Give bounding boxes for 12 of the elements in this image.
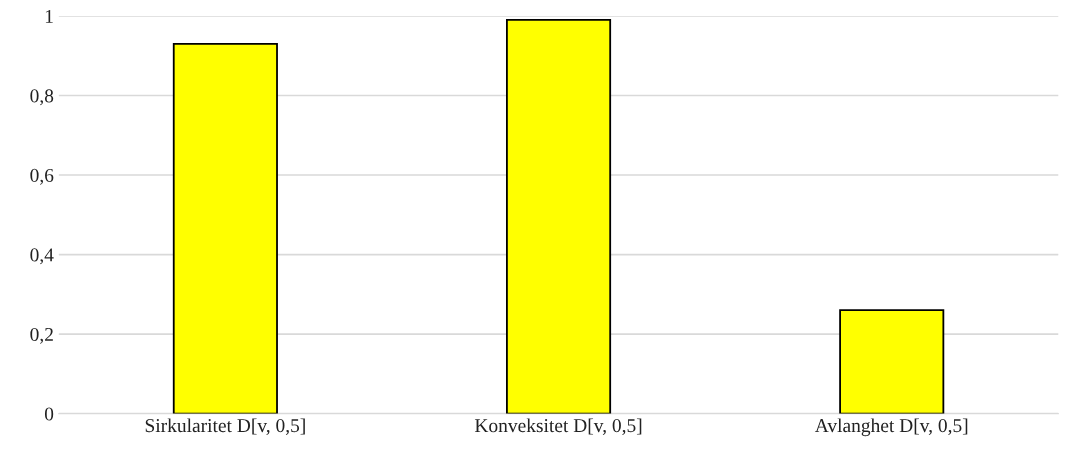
x-tick-label: Sirkularitet D[v, 0,5] <box>145 418 305 435</box>
y-tick-label: 0,2 <box>30 327 53 344</box>
y-tick-label: 0,4 <box>30 248 54 265</box>
bar <box>839 309 945 414</box>
y-tick-label: 0,6 <box>30 168 54 185</box>
y-tick-label: 0,8 <box>30 89 54 106</box>
x-tick-label: Avlanghet D[v, 0,5] <box>814 418 968 437</box>
y-tick-label: 0 <box>44 407 54 421</box>
y-tick-label: 1 <box>45 9 53 23</box>
x-tick-label: Konveksitet D[v, 0,5] <box>474 418 642 435</box>
bar <box>172 42 278 414</box>
bar <box>506 19 612 414</box>
